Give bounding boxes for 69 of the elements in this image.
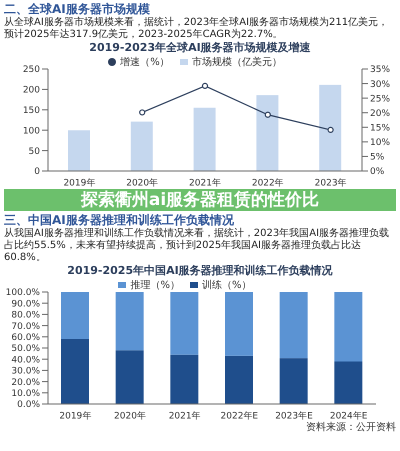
y-tick-label: 100.0% — [6, 288, 40, 298]
x-tick-label: 2019年 — [63, 177, 96, 188]
text: 从我国AI服务器推理和训练工作负载情况来看，据统计，2023年我国AI服务器推理负载占比约55.5%，未来有望持续提高，预计到2025年我国AI服务器推理负载占比达60.8%。 — [4, 228, 390, 264]
bar — [130, 122, 153, 171]
text: 资料来源：公开资料 — [305, 422, 396, 434]
bar — [116, 350, 144, 404]
point — [264, 112, 271, 118]
y-tick-label: 70.0% — [11, 322, 40, 332]
y-tick-label: 200 — [22, 86, 40, 96]
x-tick-label: 2020年 — [114, 410, 146, 422]
bar — [319, 84, 342, 171]
y2-tick-label: 5% — [370, 152, 385, 163]
x-tick-label: 2023年E — [275, 410, 314, 422]
y-tick-label: 40.0% — [11, 355, 40, 366]
point — [139, 109, 146, 116]
bar — [256, 95, 278, 171]
y-tick-label: 250 — [22, 65, 40, 76]
y-tick-label: 150 — [22, 106, 40, 116]
y-tick-label: 0.0% — [17, 400, 40, 410]
bar — [280, 292, 308, 358]
legend-label: 增速（%） — [120, 57, 170, 68]
chart-title: 2019-2023年全球AI服务器市场规模及增速 — [88, 41, 312, 55]
point — [202, 82, 208, 90]
x-tick-label: 2021年 — [168, 410, 201, 422]
x-tick-label: 2021年 — [189, 177, 221, 188]
bar — [194, 108, 216, 171]
x-tick-label: 2022年 — [252, 177, 284, 188]
bar — [116, 292, 144, 350]
text: 从全球AI服务器市场规模来看，据统计，2023年全球AI服务器市场规模为211亿美元，预计2025年达317.9亿美元，2023-2025年CAGR为22.7%。 — [4, 17, 390, 41]
y2-tick-label: 15% — [370, 123, 390, 134]
legend-label: 市场规模（亿美元） — [192, 57, 282, 68]
y2-tick-label: 30% — [370, 80, 390, 90]
x-tick-label: 2024年E — [330, 410, 368, 422]
bar — [334, 361, 362, 404]
bar — [225, 356, 253, 404]
x-tick-label: 2022年E — [220, 410, 258, 422]
legend-label: 推理（%） — [130, 280, 180, 291]
bar — [170, 292, 198, 355]
text: 二、全球AI服务器市场规模 — [4, 2, 151, 16]
y-tick-label: 50.0% — [11, 344, 40, 354]
y-tick-label: 50 — [28, 146, 40, 157]
y-tick-label: 60.0% — [11, 332, 40, 343]
text: 三、中国AI服务器推理和训练工作负载情况 — [4, 213, 235, 228]
x-tick-label: 2020年 — [126, 177, 158, 188]
bar — [61, 292, 89, 340]
y2-tick-label: 25% — [370, 94, 390, 104]
bar — [61, 339, 89, 404]
y-tick-label: 80.0% — [11, 310, 40, 321]
bar — [225, 292, 253, 356]
y-tick-label: 0 — [34, 167, 40, 178]
y-tick-label: 30.0% — [11, 366, 40, 377]
y-tick-label: 10.0% — [11, 388, 40, 399]
point — [328, 126, 334, 134]
y2-tick-label: 10% — [370, 138, 390, 148]
bar — [334, 292, 362, 362]
bar — [280, 358, 308, 404]
bar — [68, 130, 90, 171]
y2-tick-label: 20% — [370, 108, 390, 119]
x-tick-label: 2019年 — [59, 410, 92, 422]
chart-title: 2019-2025年中国AI服务器推理和训练工作负载情况 — [66, 264, 334, 278]
y2-tick-label: 0% — [370, 167, 385, 178]
y2-tick-label: 35% — [370, 65, 390, 76]
text: 探索衢州ai服务器租赁的性价比 — [4, 189, 396, 211]
x-tick-label: 2023年 — [314, 177, 347, 188]
legend-label: 训练（%） — [202, 280, 252, 291]
y-tick-label: 20.0% — [11, 378, 40, 388]
bar — [170, 354, 198, 404]
y-tick-label: 90.0% — [11, 299, 40, 310]
y-tick-label: 100 — [22, 126, 40, 136]
